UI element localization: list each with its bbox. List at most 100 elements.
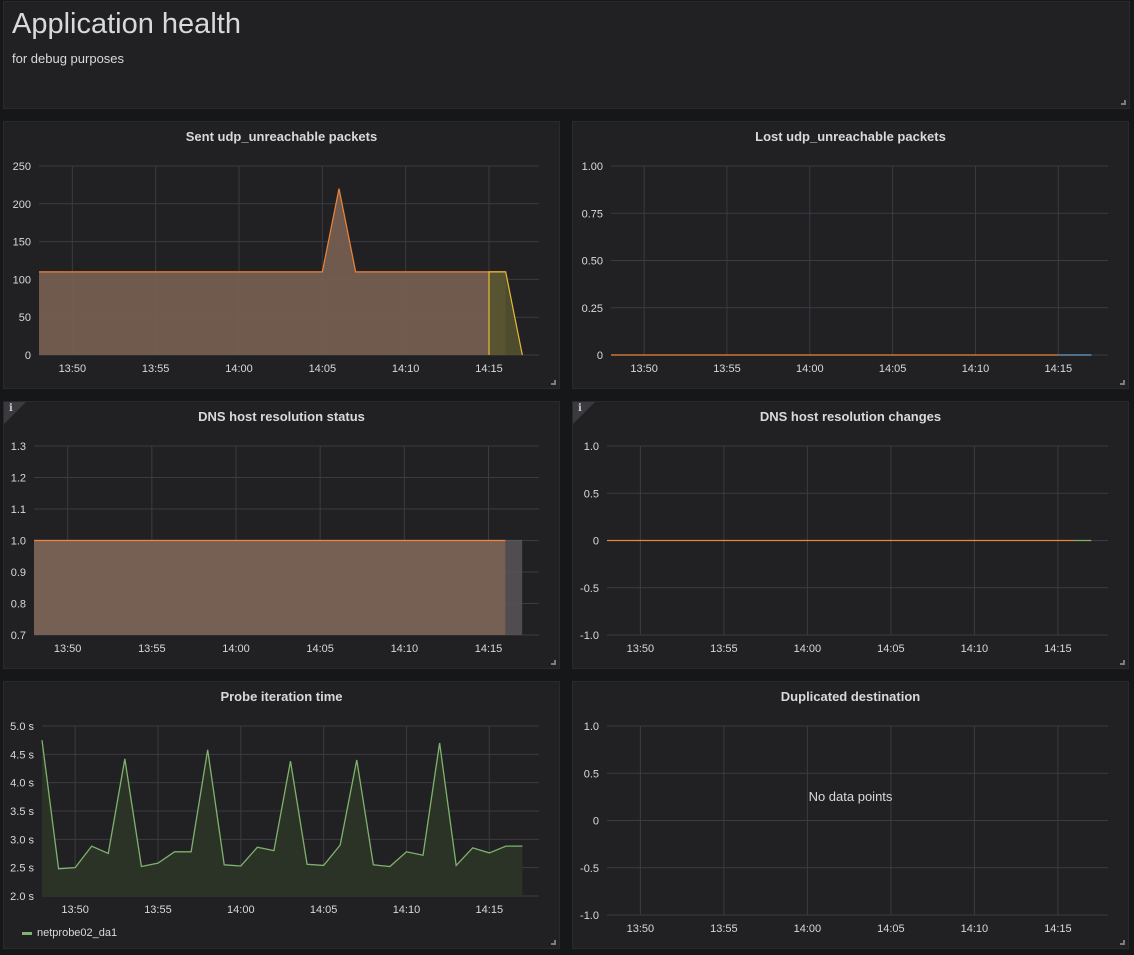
series-fill [34,540,506,635]
info-icon[interactable]: i [9,403,13,414]
x-tick-label: 14:15 [475,363,503,375]
netprobe02_da1-line [41,740,523,870]
y-tick-label: 50 [19,312,31,324]
chart-dns-changes: -1.0 -0.5 0 0.5 1.0 13:50 13:55 14:00 14:05 14:10… [580,441,1108,655]
chart-duplicated-destination: -1.0 -0.5 0 0.5 1.0 13:50 13:55 14:00 14:05 14:10… [580,721,1108,935]
no-data-message: No data points [808,789,893,804]
y-tick-label: 0 [25,350,31,362]
series-fill [42,740,523,896]
page-subtitle: for debug purposes [12,51,125,66]
legend-item[interactable]: netprobe02_da1 [22,927,117,939]
resize-handle[interactable] [1121,100,1126,105]
y-tick-label: 4.0 s [10,778,34,790]
x-tick-label: 14:05 [879,363,907,375]
y-tick-label: 150 [13,237,31,249]
panel-title[interactable]: Probe iteration time [220,689,343,704]
legend-label[interactable]: netprobe02_da1 [37,927,118,939]
panel-dns-status[interactable]: i DNS host resolution status 0.7 0.8 0.9 1.… [3,401,560,669]
y-tick-label: 0.25 [582,303,603,315]
x-tick-label: 14:15 [1044,923,1072,935]
legend-swatch [22,931,32,935]
panel-lost-packets[interactable]: Lost udp_unreachable packets 0 0.25 0.50 0.… [572,121,1129,389]
y-tick-label: 0 [593,536,599,548]
x-tick-label: 14:05 [310,904,338,916]
x-tick-label: 14:10 [393,904,421,916]
series-orange-line [39,188,506,273]
panel-title[interactable]: Lost udp_unreachable packets [755,129,946,144]
y-tick-label: 0.7 [11,630,26,642]
resize-handle[interactable] [551,660,556,665]
header-panel: Application health for debug purposes [3,1,1130,109]
info-corner[interactable] [4,402,26,424]
y-tick-label: 0.8 [11,599,26,611]
y-tick-label: 5.0 s [10,721,34,733]
resize-handle[interactable] [1120,940,1125,945]
x-tick-label: 14:05 [877,923,905,935]
x-tick-label: 13:55 [142,363,170,375]
x-tick-label: 14:00 [225,363,253,375]
y-tick-label: 1.00 [582,161,603,173]
x-tick-label: 14:05 [877,643,905,655]
panel-duplicated-destination[interactable]: Duplicated destination -1.0 -0.5 0 0.5 1.0 13… [572,681,1129,949]
y-tick-label: 1.1 [11,504,26,516]
x-tick-label: 13:50 [627,923,655,935]
info-icon[interactable]: i [578,403,582,414]
x-tick-label: 14:00 [794,923,822,935]
y-tick-label: 1.0 [584,721,599,733]
panel-title[interactable]: Duplicated destination [780,689,921,704]
page-title: Application health [12,8,241,40]
y-tick-label: 0.9 [11,567,26,579]
panel-dns-changes[interactable]: i DNS host resolution changes -1.0 -0.5 0 0… [572,401,1129,669]
x-tick-label: 13:55 [144,904,172,916]
y-tick-label: -1.0 [580,910,599,922]
x-tick-label: 14:00 [227,904,255,916]
x-tick-label: 14:15 [475,643,503,655]
y-tick-label: 3.5 s [10,806,34,818]
y-tick-label: 3.0 s [10,834,34,846]
x-tick-label: 14:00 [794,643,822,655]
y-tick-label: 0.5 [584,488,599,500]
y-tick-label: 100 [13,274,31,286]
y-tick-label: 0.75 [582,208,603,220]
y-tick-label: -0.5 [580,863,599,875]
x-tick-label: 14:15 [1045,363,1073,375]
y-tick-label: 0.50 [582,256,603,268]
x-tick-label: 14:10 [392,363,420,375]
panel-probe-time[interactable]: Probe iteration time 2.0 s 2.5 s 3.0 s 3.5 … [3,681,560,949]
x-tick-label: 14:05 [309,363,337,375]
y-tick-label: 0.5 [584,768,599,780]
y-tick-label: 1.3 [11,441,26,453]
panel-sent-packets[interactable]: Sent udp_unreachable packets 0 50 100 150 20… [3,121,560,389]
y-tick-label: 200 [13,199,31,211]
y-tick-label: 0 [597,350,603,362]
series-fill [489,271,523,355]
x-tick-label: 13:55 [138,643,166,655]
panel-title[interactable]: Sent udp_unreachable packets [185,129,378,144]
resize-handle[interactable] [1120,660,1125,665]
y-tick-label: 2.5 s [10,863,34,875]
panel-title[interactable]: DNS host resolution changes [759,409,942,424]
series-yellow-line [488,271,523,356]
resize-handle[interactable] [1120,380,1125,385]
x-tick-label: 13:55 [713,363,741,375]
x-tick-label: 14:00 [796,363,824,375]
y-tick-label: 1.0 [11,536,26,548]
chart-lost-packets: 0 0.25 0.50 0.75 1.00 13:50 13:55 14:00 14:05 14:… [582,161,1108,375]
y-tick-label: 0 [593,816,599,828]
y-tick-label: -1.0 [580,630,599,642]
resize-handle[interactable] [551,940,556,945]
x-tick-label: 14:00 [222,643,250,655]
x-tick-label: 14:10 [962,363,990,375]
x-tick-label: 13:55 [710,923,738,935]
x-tick-label: 13:50 [630,363,658,375]
resize-handle[interactable] [551,380,556,385]
x-tick-label: 13:50 [59,363,87,375]
y-tick-label: -0.5 [580,583,599,595]
panel-title[interactable]: DNS host resolution status [198,409,365,424]
x-tick-label: 14:15 [476,904,504,916]
x-tick-label: 13:55 [710,643,738,655]
info-corner[interactable] [573,402,595,424]
x-tick-label: 14:15 [1044,643,1072,655]
x-tick-label: 14:10 [961,643,989,655]
x-tick-label: 13:50 [54,643,82,655]
